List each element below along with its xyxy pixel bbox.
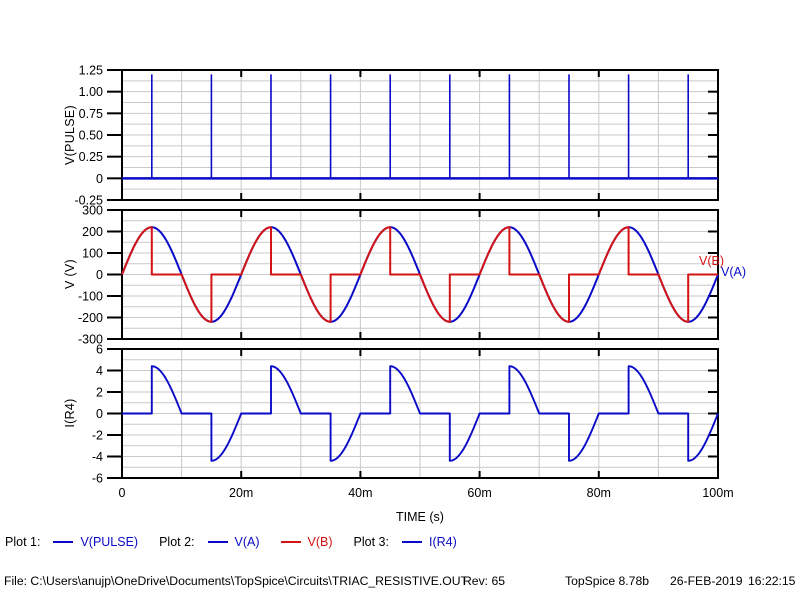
status-date: 26-FEB-2019	[670, 574, 743, 588]
x-tick-label: 40m	[348, 486, 372, 500]
plot1-y-axis-title: V(PULSE)	[63, 104, 77, 166]
y-tick-label: 200	[82, 225, 103, 239]
y-tick-label: 0.50	[79, 129, 103, 143]
status-app-version: TopSpice 8.78b	[565, 574, 650, 588]
x-tick-label: 20m	[229, 486, 253, 500]
legend-label-ir4: I(R4)	[428, 535, 457, 549]
y-tick-label: 100	[82, 247, 103, 261]
legend-swatch-ir4	[401, 541, 422, 543]
y-tick-label: 0	[96, 172, 103, 186]
legend-label-vb: V(B)	[307, 535, 333, 549]
legend: Plot 1: V(PULSE) Plot 2: V(A) V(B) Plot …	[5, 535, 478, 549]
y-tick-label: -100	[78, 290, 103, 304]
y-tick-label: -200	[78, 311, 103, 325]
y-tick-label: -4	[92, 450, 103, 464]
legend-plot2-title: Plot 2:	[159, 535, 195, 549]
trace-label-va: V(A)	[721, 265, 746, 279]
x-axis-title: TIME (s)	[396, 510, 444, 524]
plot2-y-axis-title: V (V)	[63, 259, 77, 289]
legend-label-vpulse: V(PULSE)	[80, 535, 139, 549]
y-tick-label: -0.25	[75, 194, 104, 208]
plot-frame	[121, 209, 719, 340]
plots-canvas: 1.251.000.750.500.250-0.253002001000-100…	[75, 64, 734, 501]
legend-swatch-vb	[280, 541, 301, 543]
y-tick-label: 1.00	[79, 85, 103, 99]
trace-ir4	[122, 365, 719, 462]
plot-frame	[121, 348, 719, 479]
y-tick-label: 4	[96, 364, 103, 378]
legend-swatch-va	[207, 541, 228, 543]
y-tick-label: 300	[82, 204, 103, 218]
legend-label-va: V(A)	[234, 535, 260, 549]
status-revision: Rev: 65	[463, 574, 506, 588]
status-time: 16:22:15	[748, 574, 796, 588]
y-tick-label: 0	[96, 268, 103, 282]
trace-vb	[121, 226, 718, 323]
legend-plot3-title: Plot 3:	[353, 535, 389, 549]
y-tick-label: 0.75	[79, 107, 103, 121]
x-tick-label: 0	[119, 486, 126, 500]
status-bar: File: C:\Users\anujp\OneDrive\Documents\…	[0, 574, 800, 590]
y-tick-label: 2	[96, 386, 103, 400]
trace-label-vb: V(B)	[699, 254, 724, 268]
trace-vpulse	[151, 74, 689, 179]
y-tick-label: -2	[92, 429, 103, 443]
y-tick-label: -300	[78, 333, 103, 347]
legend-swatch-vpulse	[53, 541, 74, 543]
y-tick-label: -6	[92, 472, 103, 486]
y-tick-label: 6	[96, 343, 103, 357]
legend-plot1-title: Plot 1:	[5, 535, 41, 549]
status-file-path: File: C:\Users\anujp\OneDrive\Documents\…	[4, 574, 468, 588]
trace-va	[121, 226, 719, 323]
y-tick-label: 0	[96, 407, 103, 421]
plot3-y-axis-title: I(R4)	[63, 398, 77, 428]
x-tick-label: 80m	[587, 486, 611, 500]
x-tick-label: 100m	[702, 486, 733, 500]
y-tick-label: 1.25	[79, 64, 103, 78]
x-tick-label: 60m	[467, 486, 491, 500]
y-tick-label: 0.25	[79, 150, 103, 164]
plot-frame	[121, 69, 719, 201]
